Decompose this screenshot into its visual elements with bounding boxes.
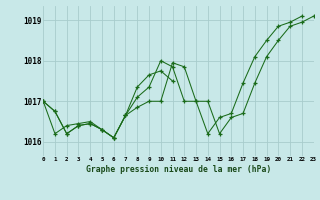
X-axis label: Graphe pression niveau de la mer (hPa): Graphe pression niveau de la mer (hPa) (86, 165, 271, 174)
